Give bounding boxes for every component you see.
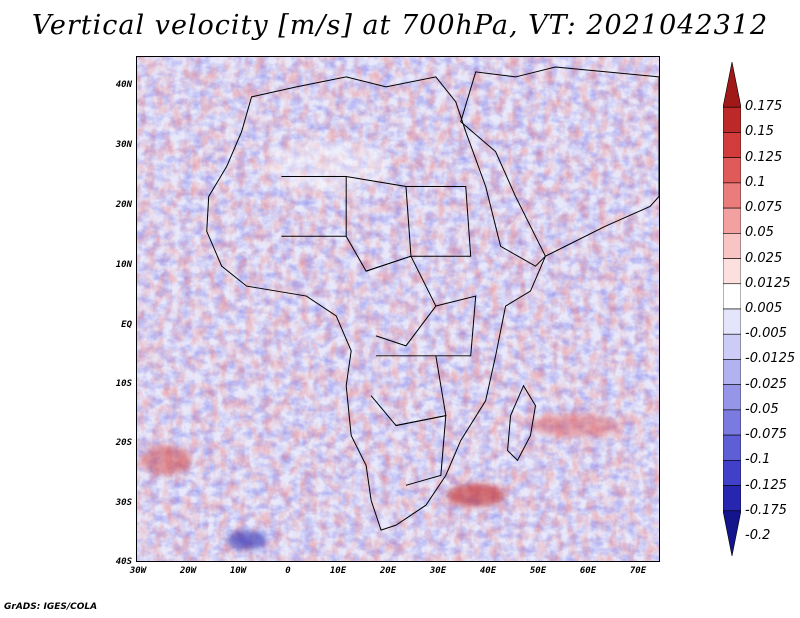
lat-label-30n: 30N: [115, 140, 132, 150]
colorbar-label: -0.0125: [745, 351, 796, 367]
colorbar-label: -0.05: [745, 401, 779, 417]
lon-label-20w: 20W: [179, 566, 197, 576]
colorbar-segment: [723, 510, 741, 556]
colorbar-label: 0.175: [745, 99, 783, 115]
lat-label-40s: 40S: [115, 557, 132, 567]
colorbar-segment: [723, 207, 741, 234]
lat-label-20s: 20S: [115, 438, 132, 448]
lat-label-eq: EQ: [121, 320, 132, 330]
lon-label-70e: 70E: [629, 566, 647, 576]
colorbar-segment: [723, 258, 741, 285]
colorbar-label: 0.0125: [745, 275, 791, 291]
lon-label-60e: 60E: [579, 566, 597, 576]
map-panel: [136, 56, 660, 562]
colorbar-segment: [723, 308, 741, 335]
lon-label-30w: 30W: [129, 566, 147, 576]
colorbar-label: 0.025: [745, 250, 783, 266]
feature-blobs: [141, 141, 621, 551]
colorbar-segment: [723, 233, 741, 259]
colorbar-label: 0.1: [745, 174, 766, 190]
colorbar-segment: [723, 182, 741, 209]
colorbar-label: -0.175: [745, 502, 787, 518]
lat-label-20n: 20N: [115, 200, 132, 210]
lon-label-50e: 50E: [529, 566, 547, 576]
colorbar-segment: [723, 132, 741, 158]
lat-label-30s: 30S: [115, 498, 132, 508]
colorbar-label: -0.1: [745, 452, 771, 468]
colorbar-segment: [723, 409, 741, 436]
lat-label-10s: 10S: [115, 379, 132, 389]
colorbar-label: 0.005: [745, 301, 783, 316]
lon-label-30e: 30E: [429, 566, 447, 576]
lon-label-0: 0: [285, 566, 291, 576]
colorbar-label: 0.075: [745, 200, 783, 216]
colorbar-label: 0.15: [745, 124, 774, 140]
colorbar-segment: [723, 485, 741, 512]
lon-label-40e: 40E: [479, 566, 497, 576]
colorbar-label: -0.125: [745, 477, 787, 493]
colorbar-segment: [723, 157, 741, 184]
colorbar-segment: [723, 359, 741, 385]
lon-label-10w: 10W: [229, 566, 247, 576]
colorbar-label: 0.05: [745, 225, 774, 241]
map-title: Vertical velocity [m/s] at 700hPa, VT: 2…: [31, 10, 769, 41]
colorbar-label: -0.075: [745, 427, 787, 443]
colorbar-segment: [723, 384, 741, 411]
lat-label-10n: 10N: [115, 260, 132, 270]
colorbar-label: -0.2: [745, 528, 771, 543]
colorbar: [723, 62, 741, 556]
colorbar-segment: [723, 106, 741, 133]
colorbar-segment: [723, 283, 741, 310]
lat-label-40n: 40N: [115, 80, 132, 90]
colorbar-label: 0.125: [745, 149, 783, 165]
colorbar-segment: [723, 434, 741, 461]
lon-label-20e: 20E: [379, 566, 397, 576]
coastlines-and-borders: [206, 66, 659, 531]
colorbar-label: -0.005: [745, 326, 787, 342]
vertical-velocity-field: [137, 57, 659, 561]
colorbar-segment: [723, 62, 741, 108]
lon-label-10e: 10E: [329, 566, 347, 576]
colorbar-segment: [723, 460, 741, 486]
colorbar-segment: [723, 333, 741, 360]
grads-credit: GrADS: IGES/COLA: [4, 602, 98, 612]
colorbar-label: -0.025: [745, 376, 787, 392]
